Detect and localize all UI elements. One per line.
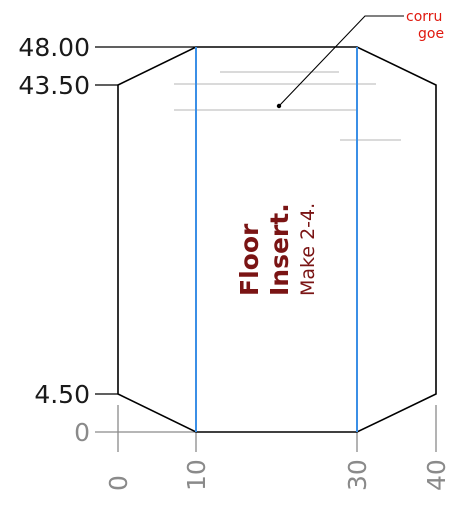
- x-label-30: 30: [343, 459, 372, 491]
- annotation-dot: [276, 103, 282, 109]
- y-label-0: 0: [74, 418, 90, 447]
- y-label-4-5: 4.50: [34, 380, 90, 409]
- part-title-line1: Floor: [235, 223, 264, 296]
- part-quantity: Make 2-4.: [297, 203, 319, 296]
- annotation-text-line1: corru: [406, 9, 442, 25]
- x-label-10: 10: [182, 459, 211, 491]
- x-label-40: 40: [422, 459, 451, 491]
- annotation-leader: [278, 15, 404, 107]
- y-label-48: 48.00: [18, 33, 90, 62]
- x-label-0: 0: [104, 475, 133, 491]
- part-title-line2: Insert.: [265, 203, 294, 296]
- y-label-43-5: 43.50: [18, 71, 90, 100]
- annotation-text-line2: goe: [418, 26, 444, 42]
